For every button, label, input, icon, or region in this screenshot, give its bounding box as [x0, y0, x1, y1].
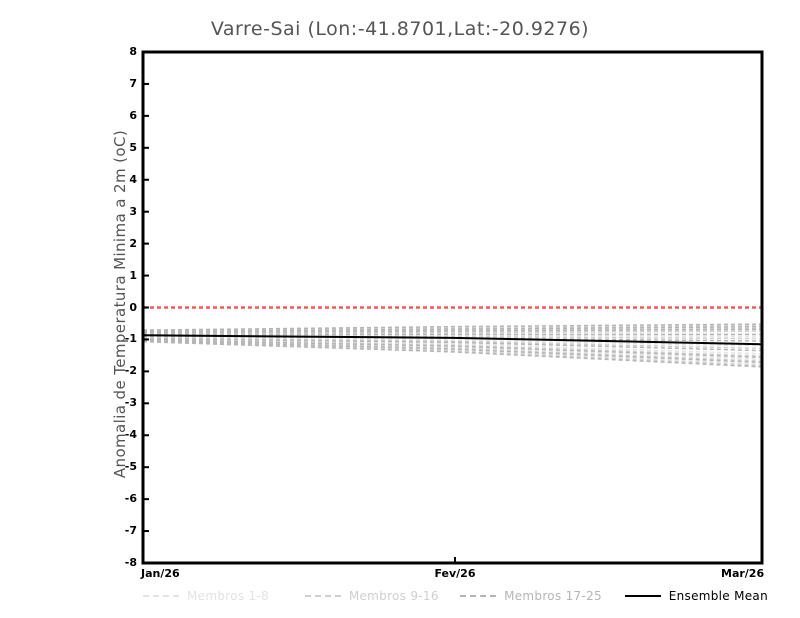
member-line-m7 [142, 339, 763, 360]
member-line-m25 [142, 340, 763, 368]
legend-item-membros-9-16: Membros 9-16 [304, 589, 460, 603]
member-line-m16 [142, 340, 763, 367]
member-line-m6 [142, 338, 763, 355]
legend-item-ensemble-mean: Ensemble Mean [624, 589, 768, 603]
member-line-m17 [142, 323, 763, 331]
y-tick-label: -3 [124, 396, 137, 410]
legend-item-membros-17-25: Membros 17-25 [460, 589, 625, 603]
member-line-m11 [142, 330, 763, 334]
y-tick-label: -4 [124, 428, 137, 442]
y-tick-label: 7 [129, 76, 137, 90]
member-line-m1 [142, 324, 763, 331]
x-tick-label: Mar/26 [721, 567, 765, 580]
member-line-m5 [142, 336, 763, 347]
legend-label-ensemble-mean: Ensemble Mean [668, 589, 768, 603]
y-tick-label: 6 [129, 108, 137, 122]
legend-swatch-membros-1-8 [143, 595, 179, 597]
legend-item-membros-1-8: Membros 1-8 [143, 589, 305, 603]
member-line-m18 [142, 325, 763, 333]
member-line-m13 [142, 337, 763, 350]
y-tick-label: -5 [124, 460, 137, 474]
legend-swatch-ensemble-mean [624, 595, 661, 597]
legend-swatch-membros-17-25 [460, 595, 497, 597]
member-line-m4 [142, 334, 763, 337]
y-tick-label: -6 [124, 492, 137, 506]
member-line-m22 [142, 337, 763, 352]
y-tick-label: 5 [129, 140, 137, 154]
chart-legend: Membros 1-8 Membros 9-16 Membros 17-25 E… [143, 586, 768, 606]
member-line-m14 [142, 338, 763, 357]
legend-label-membros-17-25: Membros 17-25 [504, 589, 602, 603]
x-tick-label: Jan/26 [141, 567, 180, 580]
y-tick-label: 8 [129, 45, 137, 58]
y-tick-label: -8 [124, 556, 137, 569]
member-line-m23 [142, 339, 763, 359]
ensemble-mean-line [142, 334, 763, 346]
page-title: Varre-Sai (Lon:-41.8701,Lat:-20.9276) [210, 18, 590, 40]
y-tick-label: 1 [129, 268, 137, 282]
x-tick-label: Fev/26 [434, 567, 476, 580]
y-tick-label: -7 [124, 524, 137, 538]
y-tick-label: 4 [129, 172, 137, 186]
y-tick-label: -2 [124, 364, 137, 378]
member-line-m19 [142, 328, 763, 334]
member-line-m24 [142, 339, 763, 364]
y-tick-label: -1 [124, 332, 137, 346]
y-tick-label: 3 [129, 204, 137, 218]
y-tick-label: 0 [129, 300, 137, 314]
y-tick-label: 2 [129, 236, 137, 250]
member-line-m8 [142, 340, 763, 366]
legend-label-membros-1-8: Membros 1-8 [187, 589, 270, 603]
legend-label-membros-9-16: Membros 9-16 [348, 589, 439, 603]
legend-swatch-membros-9-16 [304, 595, 341, 597]
